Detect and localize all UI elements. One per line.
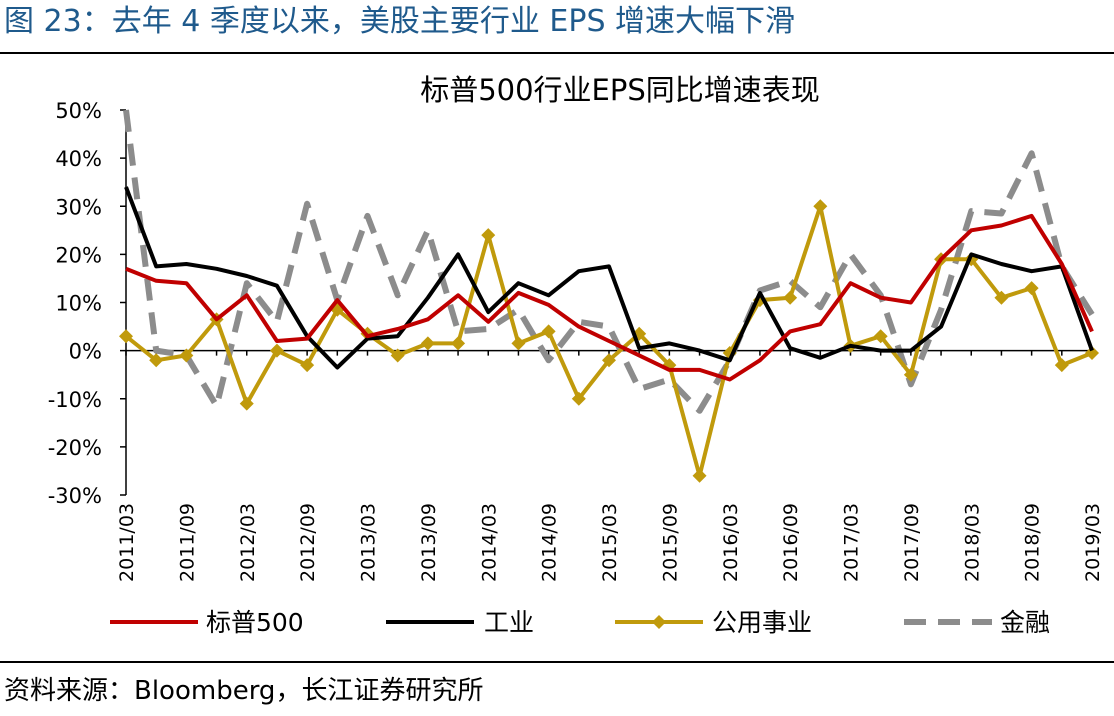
x-tick-label: 2017/09 <box>901 503 923 582</box>
y-tick-label: 10% <box>55 292 102 316</box>
axes: -30% -20% -10% 0% 10% 20% 30% 40% 50% 2011/03 2011… <box>48 99 1104 582</box>
x-tick-label: 2017/03 <box>841 503 863 582</box>
legend-label: 金融 <box>1000 608 1050 637</box>
figure-title: 图 23：去年 4 季度以来，美股主要行业 EPS 增速大幅下滑 <box>4 4 796 39</box>
data-point-marker <box>783 290 798 305</box>
data-point-marker <box>269 343 284 358</box>
x-tick-label: 2012/09 <box>297 503 319 582</box>
x-tick-label: 2015/09 <box>659 503 681 582</box>
data-point-marker <box>451 336 466 351</box>
data-point-marker <box>390 348 405 363</box>
y-tick-label: 30% <box>55 195 102 219</box>
x-tick-label: 2015/03 <box>599 503 621 582</box>
data-point-marker <box>239 396 254 411</box>
x-tick-label: 2018/03 <box>961 503 983 582</box>
bottom-rule <box>0 661 1114 663</box>
y-tick-label: 0% <box>69 340 102 364</box>
x-tick-label: 2018/09 <box>1022 503 1044 582</box>
x-tick-label: 2014/09 <box>539 503 561 582</box>
data-point-marker <box>994 290 1009 305</box>
data-point-marker <box>119 329 133 344</box>
y-tick-label: -10% <box>48 388 102 412</box>
y-tick-label: -20% <box>48 436 102 460</box>
x-tick-label: 2013/03 <box>358 503 380 582</box>
line-chart: 标普500行业EPS同比增速表现 -30% -20% -10% 0% 10% 20% 30%… <box>48 73 1104 637</box>
x-tick-label: 2011/09 <box>176 503 198 582</box>
data-point-marker <box>571 391 586 406</box>
legend-label: 公用事业 <box>712 608 812 637</box>
x-tick-label: 2019/03 <box>1082 503 1104 582</box>
legend: 标普500 工业 公用事业 金融 <box>110 608 1050 637</box>
series-line-0 <box>125 213 1094 382</box>
x-tick-label: 2011/03 <box>116 503 138 582</box>
data-point-marker <box>1024 281 1039 296</box>
data-point-marker <box>1085 346 1099 361</box>
data-point-marker <box>602 353 616 368</box>
y-tick-label: 40% <box>55 147 102 171</box>
source-note: 资料来源：Bloomberg，长江证券研究所 <box>4 676 484 706</box>
data-point-marker <box>179 348 194 363</box>
legend-label: 标普500 <box>206 608 304 637</box>
data-point-marker <box>149 353 164 368</box>
x-tick-label: 2012/03 <box>237 503 259 582</box>
data-point-marker <box>420 336 435 351</box>
series-line-3 <box>123 109 1095 414</box>
series-layer <box>119 109 1099 483</box>
data-point-marker <box>903 367 918 382</box>
y-tick-label: 20% <box>55 243 102 267</box>
y-tick-label: 50% <box>55 99 102 123</box>
data-point-marker <box>813 199 828 214</box>
y-tick-label: -30% <box>48 484 102 508</box>
data-point-marker <box>511 336 526 351</box>
chart-title: 标普500行业EPS同比增速表现 <box>420 73 820 107</box>
x-tick-label: 2016/03 <box>720 503 742 582</box>
data-point-marker <box>692 468 707 483</box>
legend-label: 工业 <box>484 608 534 637</box>
x-tick-label: 2013/09 <box>418 503 440 582</box>
x-tick-label: 2016/09 <box>780 503 802 582</box>
top-rule <box>0 52 1114 54</box>
data-point-marker <box>873 329 888 344</box>
data-point-marker <box>481 228 496 243</box>
legend-marker <box>652 615 666 629</box>
data-point-marker <box>300 358 315 373</box>
series-line-1 <box>124 186 1094 370</box>
x-tick-label: 2014/03 <box>478 503 500 582</box>
data-point-marker <box>1054 358 1069 373</box>
data-point-marker <box>541 324 556 339</box>
